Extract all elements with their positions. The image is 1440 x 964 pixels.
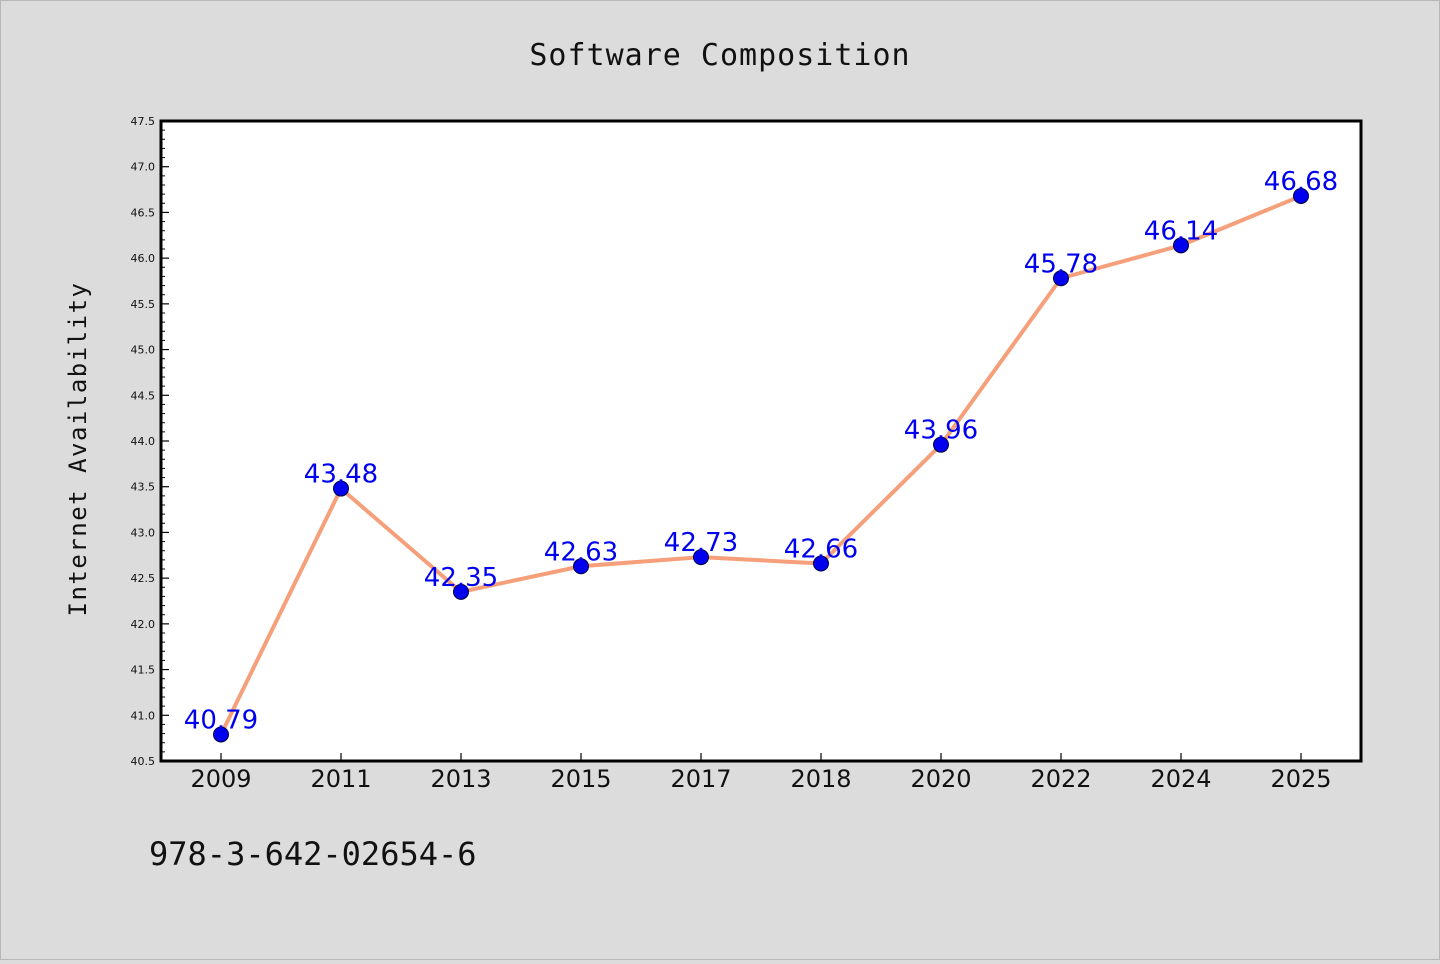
series-group [213,187,1309,743]
data-labels: 40.79 43.48 42.35 42.63 42.73 42.66 43.96 45.78… [184,167,1338,736]
x-tick-label: 2025 [1270,765,1331,793]
data-point [693,549,709,566]
x-axis: 2009 2011 2013 2015 2017 2018 2020 2022 2024 2025 [190,753,1332,793]
data-point [1173,237,1189,254]
x-tick-label: 2015 [550,765,611,793]
y-tick-label: 47.5 [131,115,156,128]
y-tick-label: 43.5 [131,481,156,494]
y-tick-label: 40.5 [131,755,156,768]
y-tick-label: 46.0 [131,252,156,265]
y-tick-label: 43.0 [131,526,156,539]
chart-title: Software Composition [529,38,910,73]
data-label: 46.68 [1264,167,1338,197]
x-tick-label: 2018 [790,765,851,793]
data-point [813,555,829,572]
data-label: 42.73 [664,528,738,558]
x-tick-label: 2011 [310,765,371,793]
data-label: 45.78 [1024,249,1098,279]
y-tick-label: 42.5 [131,572,156,585]
x-tick-label: 2013 [430,765,491,793]
plot-area [159,119,1363,763]
data-point [933,436,949,453]
x-tick-label: 2017 [670,765,731,793]
y-tick-label: 46.5 [131,206,156,219]
y-tick-label: 42.0 [131,618,156,631]
x-tick-label: 2024 [1150,765,1211,793]
data-point [573,558,589,575]
y-tick-label: 45.5 [131,298,156,311]
data-label: 43.48 [304,460,378,490]
isbn-annotation: 978-3-642-02654-6 [149,835,477,873]
data-label: 42.66 [784,535,858,565]
x-tick-label: 2022 [1030,765,1091,793]
data-label: 42.63 [544,537,618,567]
data-label: 46.14 [1144,216,1218,246]
y-tick-label: 45.0 [131,344,156,357]
data-label: 43.96 [904,416,978,446]
series-line [219,193,1303,737]
data-point [213,726,229,743]
data-point [333,480,349,497]
data-label: 40.79 [184,705,258,735]
y-tick-label: 41.5 [131,664,156,677]
data-point [1293,187,1309,204]
data-point [1053,270,1069,287]
x-tick-label: 2009 [190,765,251,793]
y-tick-label: 44.5 [131,389,156,402]
data-point [453,583,469,600]
x-tick-label: 2020 [910,765,971,793]
data-label: 42.35 [424,563,498,593]
y-axis: 40.5 41.0 41.5 42.0 42.5 43.0 43.5 44.0 44.5 45.0… [131,115,169,768]
y-tick-label: 44.0 [131,435,156,448]
y-tick-label: 47.0 [131,161,156,174]
y-tick-label: 41.0 [131,709,156,722]
y-axis-label: Internet Availability [64,282,92,617]
